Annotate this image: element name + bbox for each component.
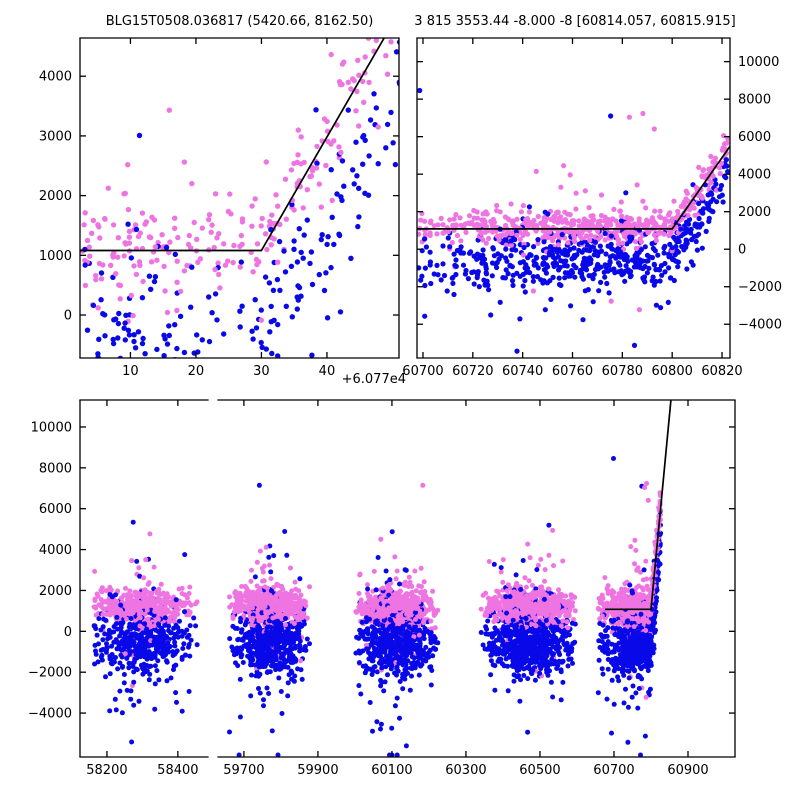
svg-text:0: 0 xyxy=(64,309,72,324)
svg-text:−4000: −4000 xyxy=(738,318,782,333)
svg-text:3000: 3000 xyxy=(39,129,72,144)
svg-text:60780: 60780 xyxy=(602,364,643,379)
svg-text:4000: 4000 xyxy=(738,168,771,183)
panel2-title: 3 815 3553.44 -8.000 -8 [60814.057, 6081… xyxy=(414,14,736,29)
panel-bottom-left-segment: 58200 58400 −4000 −2000 0 2000 4000 6000 8000 100… xyxy=(28,399,209,778)
panel-bottom-right-segment: 59700 59900 60100 60300 60500 60700 60900 xyxy=(217,399,736,778)
svg-text:10000: 10000 xyxy=(31,420,72,435)
svg-text:60760: 60760 xyxy=(552,364,593,379)
svg-text:40: 40 xyxy=(319,364,336,379)
svg-text:−2000: −2000 xyxy=(28,666,72,681)
svg-text:60720: 60720 xyxy=(452,364,493,379)
svg-text:60820: 60820 xyxy=(701,364,742,379)
svg-text:−4000: −4000 xyxy=(28,707,72,722)
panel-bottom-right-segment-data xyxy=(227,456,664,757)
svg-text:0: 0 xyxy=(738,243,746,258)
svg-text:58200: 58200 xyxy=(86,763,127,778)
panel1-title: BLG15T0508.036817 (5420.66, 8162.50) xyxy=(105,14,374,29)
svg-text:60800: 60800 xyxy=(652,364,693,379)
svg-text:58400: 58400 xyxy=(157,763,198,778)
panel-bottom-left-segment-data xyxy=(91,519,200,745)
model-line xyxy=(80,38,386,252)
svg-text:6000: 6000 xyxy=(39,502,72,517)
svg-text:0: 0 xyxy=(64,625,72,640)
panel-top-left: 10 20 30 40 0 1000 2000 3000 4000 xyxy=(39,37,400,379)
svg-text:8000: 8000 xyxy=(39,461,72,476)
panel-top-right-data xyxy=(417,87,730,354)
panel-top-left-data xyxy=(80,38,399,358)
panel-top-right: 60700 60720 60740 60760 60780 60800 60820 −4000… xyxy=(402,37,782,379)
svg-text:8000: 8000 xyxy=(738,93,771,108)
svg-text:2000: 2000 xyxy=(738,205,771,220)
model-line xyxy=(417,144,730,230)
model-line xyxy=(605,400,672,611)
svg-text:60700: 60700 xyxy=(402,364,443,379)
svg-text:30: 30 xyxy=(253,364,270,379)
svg-text:1000: 1000 xyxy=(39,249,72,264)
svg-text:4000: 4000 xyxy=(39,70,72,85)
svg-text:6000: 6000 xyxy=(738,130,771,145)
svg-text:4000: 4000 xyxy=(39,543,72,558)
svg-text:−2000: −2000 xyxy=(738,280,782,295)
svg-text:10000: 10000 xyxy=(738,55,779,70)
svg-text:10: 10 xyxy=(122,364,139,379)
x-axis-offset-label: +6.077e4 xyxy=(341,372,406,387)
svg-text:60740: 60740 xyxy=(502,364,543,379)
svg-text:20: 20 xyxy=(188,364,205,379)
svg-text:2000: 2000 xyxy=(39,584,72,599)
svg-text:2000: 2000 xyxy=(39,189,72,204)
